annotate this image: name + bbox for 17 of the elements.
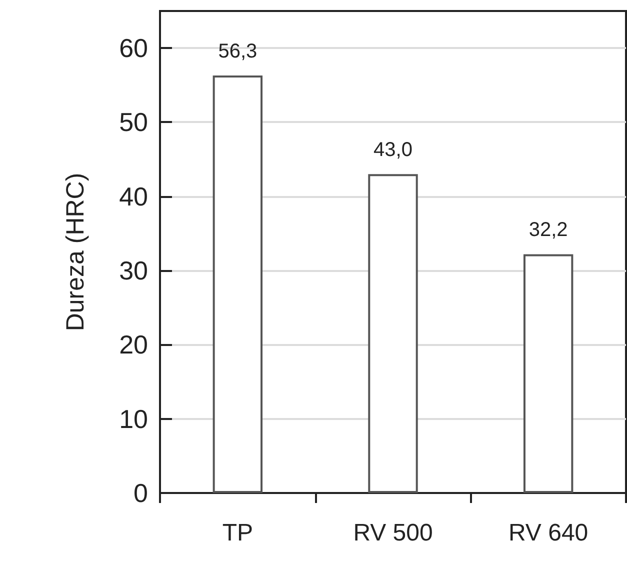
y-tick-label: 50 (119, 107, 148, 138)
bar (212, 76, 263, 493)
bar (368, 174, 418, 493)
data-label: 56,3 (218, 40, 258, 63)
y-tick-label: 40 (119, 181, 148, 212)
bar (523, 254, 574, 493)
x-tick-label: RV 500 (353, 520, 433, 546)
data-label: 32,2 (528, 219, 568, 242)
y-tick-label: 10 (119, 404, 148, 434)
y-tick-label: 0 (134, 478, 148, 508)
y-tick-label: 30 (119, 256, 148, 286)
x-tick-label: RV 640 (508, 520, 588, 546)
x-tick-label: TP (222, 520, 254, 546)
y-tick-label: 20 (119, 330, 148, 360)
data-label: 43,0 (374, 139, 412, 162)
y-axis-title: Dureza (HRC) (62, 172, 90, 332)
y-tick-label: 60 (119, 33, 148, 64)
